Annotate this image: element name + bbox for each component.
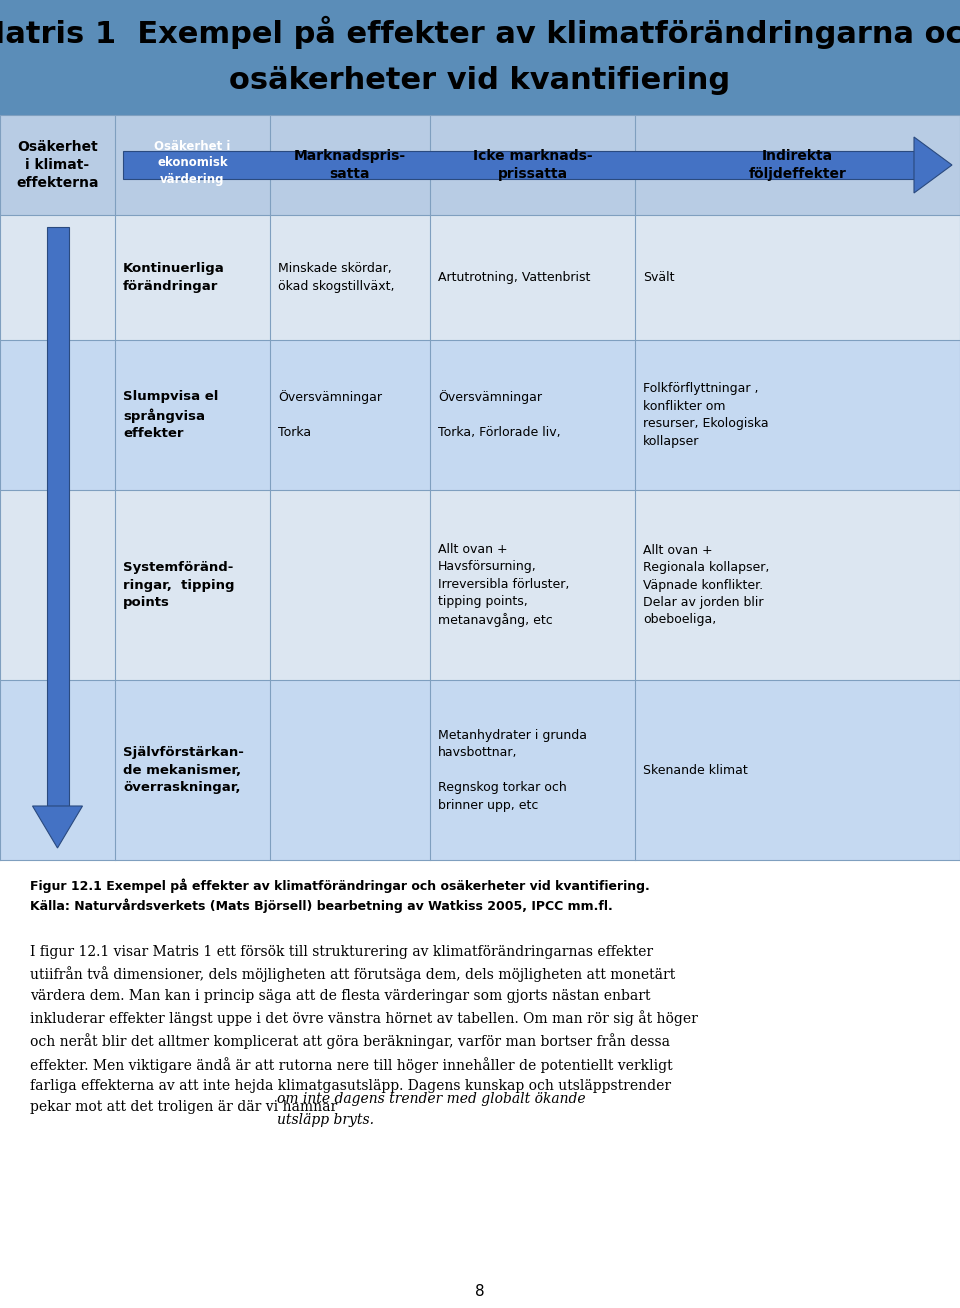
Text: Skenande klimat: Skenande klimat [643, 764, 748, 777]
Text: Osäkerhet
i klimat-
effekterna: Osäkerhet i klimat- effekterna [16, 140, 99, 191]
Bar [0, 215, 960, 340]
Bar [0, 680, 960, 859]
Text: Systemföränd-
ringar,  tipping
points: Systemföränd- ringar, tipping points [123, 561, 234, 610]
Text: Folkförflyttningar ,
konflikter om
resurser, Ekologiska
kollapser: Folkförflyttningar , konflikter om resur… [643, 382, 769, 447]
Text: Självförstärkan-
de mekanismer,
överraskningar,: Självförstärkan- de mekanismer, överrask… [123, 746, 244, 794]
Text: Översvämningar

Torka, Förlorade liv,: Översvämningar Torka, Förlorade liv, [438, 391, 561, 439]
Bar [123, 150, 914, 179]
Text: Metanhydrater i grunda
havsbottnar,

Regnskog torkar och
brinner upp, etc: Metanhydrater i grunda havsbottnar, Regn… [438, 729, 587, 811]
Text: Osäkerhet i
ekonomisk
värdering: Osäkerhet i ekonomisk värdering [155, 140, 230, 187]
Text: Allt ovan +
Havsförsurning,
Irreversibla förluster,
tipping points,
metanavgång,: Allt ovan + Havsförsurning, Irreversibla… [438, 543, 569, 628]
Text: Svält: Svält [643, 271, 675, 284]
Text: Figur 12.1 Exempel på effekter av klimatförändringar och osäkerheter vid kvantif: Figur 12.1 Exempel på effekter av klimat… [30, 878, 650, 913]
Text: osäkerheter vid kvantifiering: osäkerheter vid kvantifiering [229, 65, 731, 95]
Text: Slumpvisa el
språngvisa
effekter: Slumpvisa el språngvisa effekter [123, 390, 218, 439]
Polygon shape [914, 137, 952, 194]
Text: Matris 1  Exempel på effekter av klimatförändringarna och: Matris 1 Exempel på effekter av klimatfö… [0, 16, 960, 48]
Text: om inte dagens trender med globalt ökande
utsläpp bryts.: om inte dagens trender med globalt ökand… [277, 1092, 586, 1127]
Text: Icke marknads-
prissatta: Icke marknads- prissatta [472, 149, 592, 182]
Text: Marknadspris-
satta: Marknadspris- satta [294, 149, 406, 182]
Bar [0, 0, 960, 115]
Bar [0, 115, 960, 215]
Text: 8: 8 [475, 1284, 485, 1300]
Text: Artutrotning, Vattenbrist: Artutrotning, Vattenbrist [438, 271, 590, 284]
Text: Kontinuerliga
förändringar: Kontinuerliga förändringar [123, 262, 225, 293]
Bar [0, 490, 960, 680]
Text: Indirekta
följdeffekter: Indirekta följdeffekter [749, 149, 847, 182]
Text: Minskade skördar,
ökad skogstillväxt,: Minskade skördar, ökad skogstillväxt, [278, 262, 395, 293]
Text: Översvämningar

Torka: Översvämningar Torka [278, 391, 382, 439]
Text: I figur 12.1 visar Matris 1 ett försök till strukturering av klimatförändringarn: I figur 12.1 visar Matris 1 ett försök t… [30, 944, 698, 1113]
Bar [46, 228, 68, 806]
Bar [0, 340, 960, 490]
Polygon shape [33, 806, 83, 848]
Text: Allt ovan +
Regionala kollapser,
Väpnade konflikter.
Delar av jorden blir
obeboe: Allt ovan + Regionala kollapser, Väpnade… [643, 544, 769, 627]
